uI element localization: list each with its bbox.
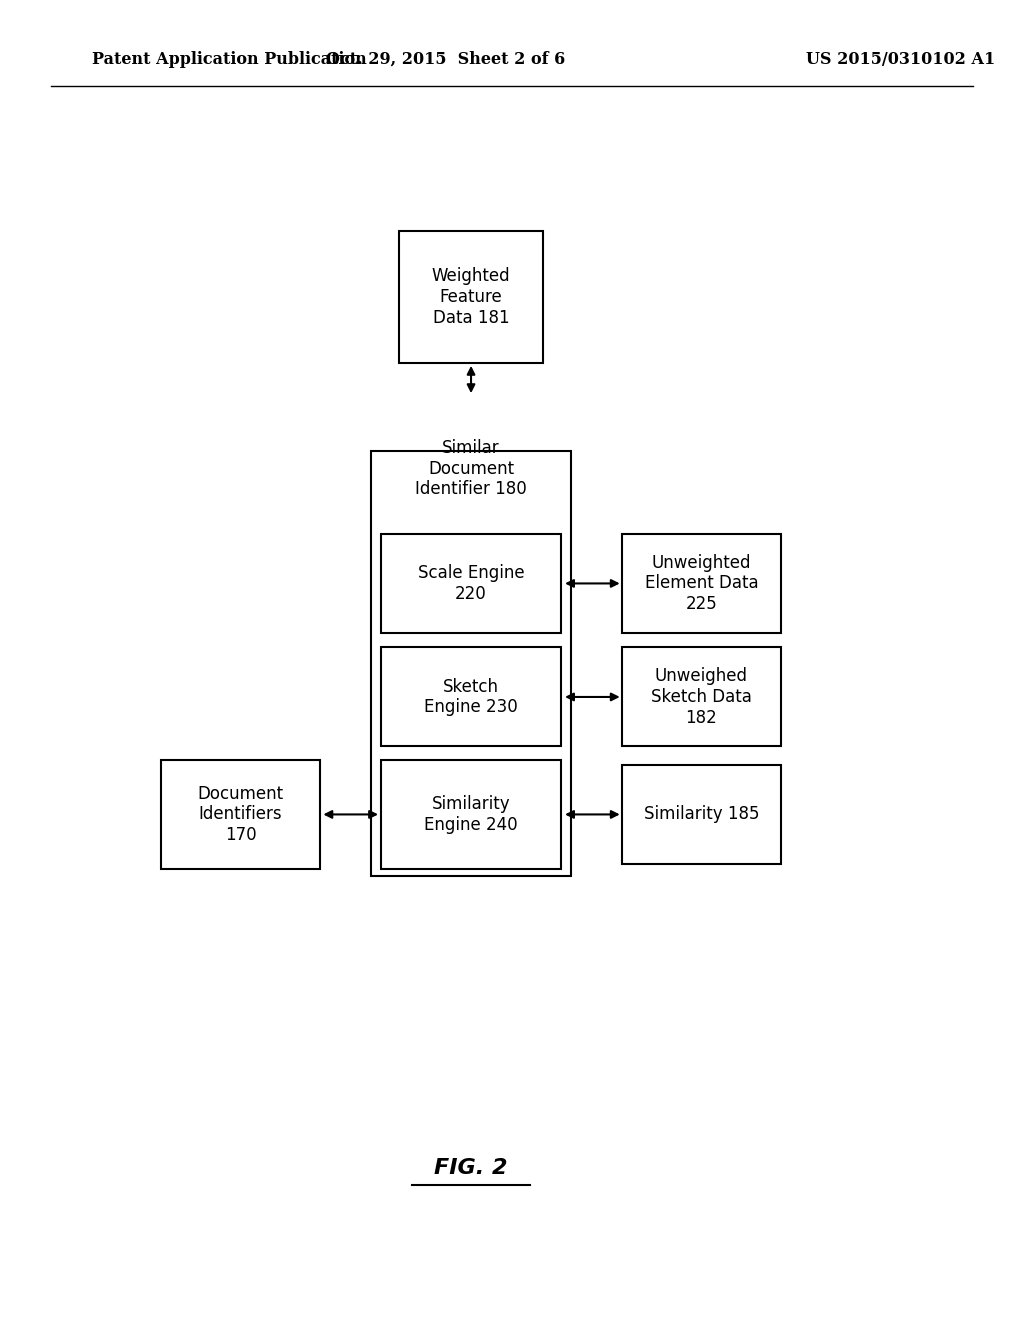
Text: Similarity
Engine 240: Similarity Engine 240	[424, 795, 518, 834]
Text: Patent Application Publication: Patent Application Publication	[92, 51, 367, 67]
Text: Oct. 29, 2015  Sheet 2 of 6: Oct. 29, 2015 Sheet 2 of 6	[326, 51, 565, 67]
Text: Document
Identifiers
170: Document Identifiers 170	[198, 784, 284, 845]
Text: Unweighted
Element Data
225: Unweighted Element Data 225	[645, 553, 758, 614]
FancyBboxPatch shape	[382, 760, 561, 869]
Text: Similarity 185: Similarity 185	[644, 805, 759, 824]
FancyBboxPatch shape	[399, 231, 543, 363]
FancyBboxPatch shape	[161, 760, 319, 869]
Text: US 2015/0310102 A1: US 2015/0310102 A1	[807, 51, 995, 67]
Text: Weighted
Feature
Data 181: Weighted Feature Data 181	[432, 267, 510, 327]
FancyBboxPatch shape	[382, 648, 561, 747]
FancyBboxPatch shape	[372, 451, 571, 876]
FancyBboxPatch shape	[382, 533, 561, 632]
Text: FIG. 2: FIG. 2	[434, 1158, 508, 1179]
FancyBboxPatch shape	[623, 764, 781, 863]
Text: Unweighed
Sketch Data
182: Unweighed Sketch Data 182	[651, 667, 752, 727]
FancyBboxPatch shape	[623, 648, 781, 747]
Text: Scale Engine
220: Scale Engine 220	[418, 564, 524, 603]
Text: Similar
Document
Identifier 180: Similar Document Identifier 180	[415, 438, 527, 499]
FancyBboxPatch shape	[623, 533, 781, 632]
Text: Sketch
Engine 230: Sketch Engine 230	[424, 677, 518, 717]
